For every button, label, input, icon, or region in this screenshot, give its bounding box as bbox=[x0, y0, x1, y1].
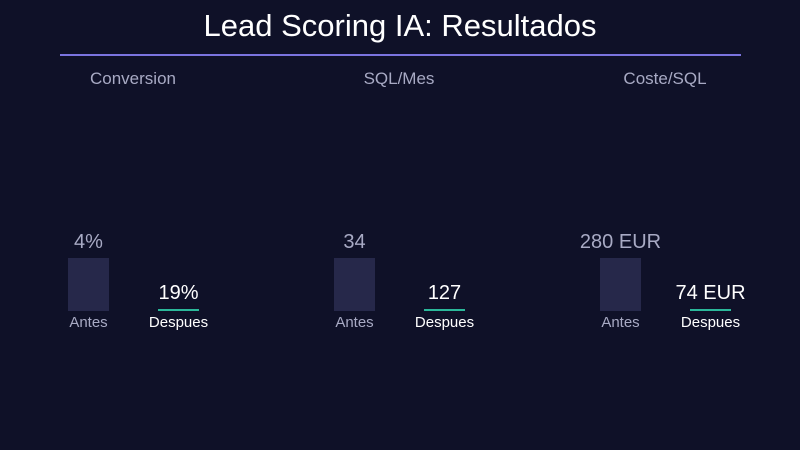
chart-title: Lead Scoring IA: Resultados bbox=[203, 8, 597, 43]
bar-value-label: 19% bbox=[158, 282, 199, 304]
bar-despues bbox=[690, 309, 731, 311]
bar-value-label: 127 bbox=[427, 282, 462, 304]
category-label: Despues bbox=[680, 314, 741, 331]
bar-value-label: 74 EUR bbox=[675, 282, 746, 304]
bar-antes bbox=[600, 258, 641, 311]
bar-antes bbox=[334, 258, 375, 311]
category-label: Antes bbox=[601, 314, 640, 331]
bar-value-label: 280 EUR bbox=[579, 231, 662, 253]
chart-panel-2: Coste/SQL 280 EUR Antes 74 EUR Despues bbox=[532, 0, 798, 450]
bar-value-label: 4% bbox=[74, 231, 103, 253]
metric-title: SQL/Mes bbox=[363, 69, 435, 88]
category-label: Despues bbox=[414, 314, 475, 331]
title-divider bbox=[60, 54, 741, 56]
chart-panel-0: Conversion 4% Antes 19% Despues bbox=[0, 0, 266, 450]
category-label: Antes bbox=[69, 314, 108, 331]
metric-title: Conversion bbox=[90, 69, 176, 88]
metric-title: Coste/SQL bbox=[623, 69, 707, 88]
bar-despues bbox=[158, 309, 199, 311]
category-label: Despues bbox=[148, 314, 209, 331]
chart-panel-1: SQL/Mes 34 Antes 127 Despues bbox=[266, 0, 532, 450]
category-label: Antes bbox=[335, 314, 374, 331]
bar-antes bbox=[68, 258, 109, 311]
bar-despues bbox=[424, 309, 465, 311]
bar-value-label: 34 bbox=[343, 231, 366, 253]
